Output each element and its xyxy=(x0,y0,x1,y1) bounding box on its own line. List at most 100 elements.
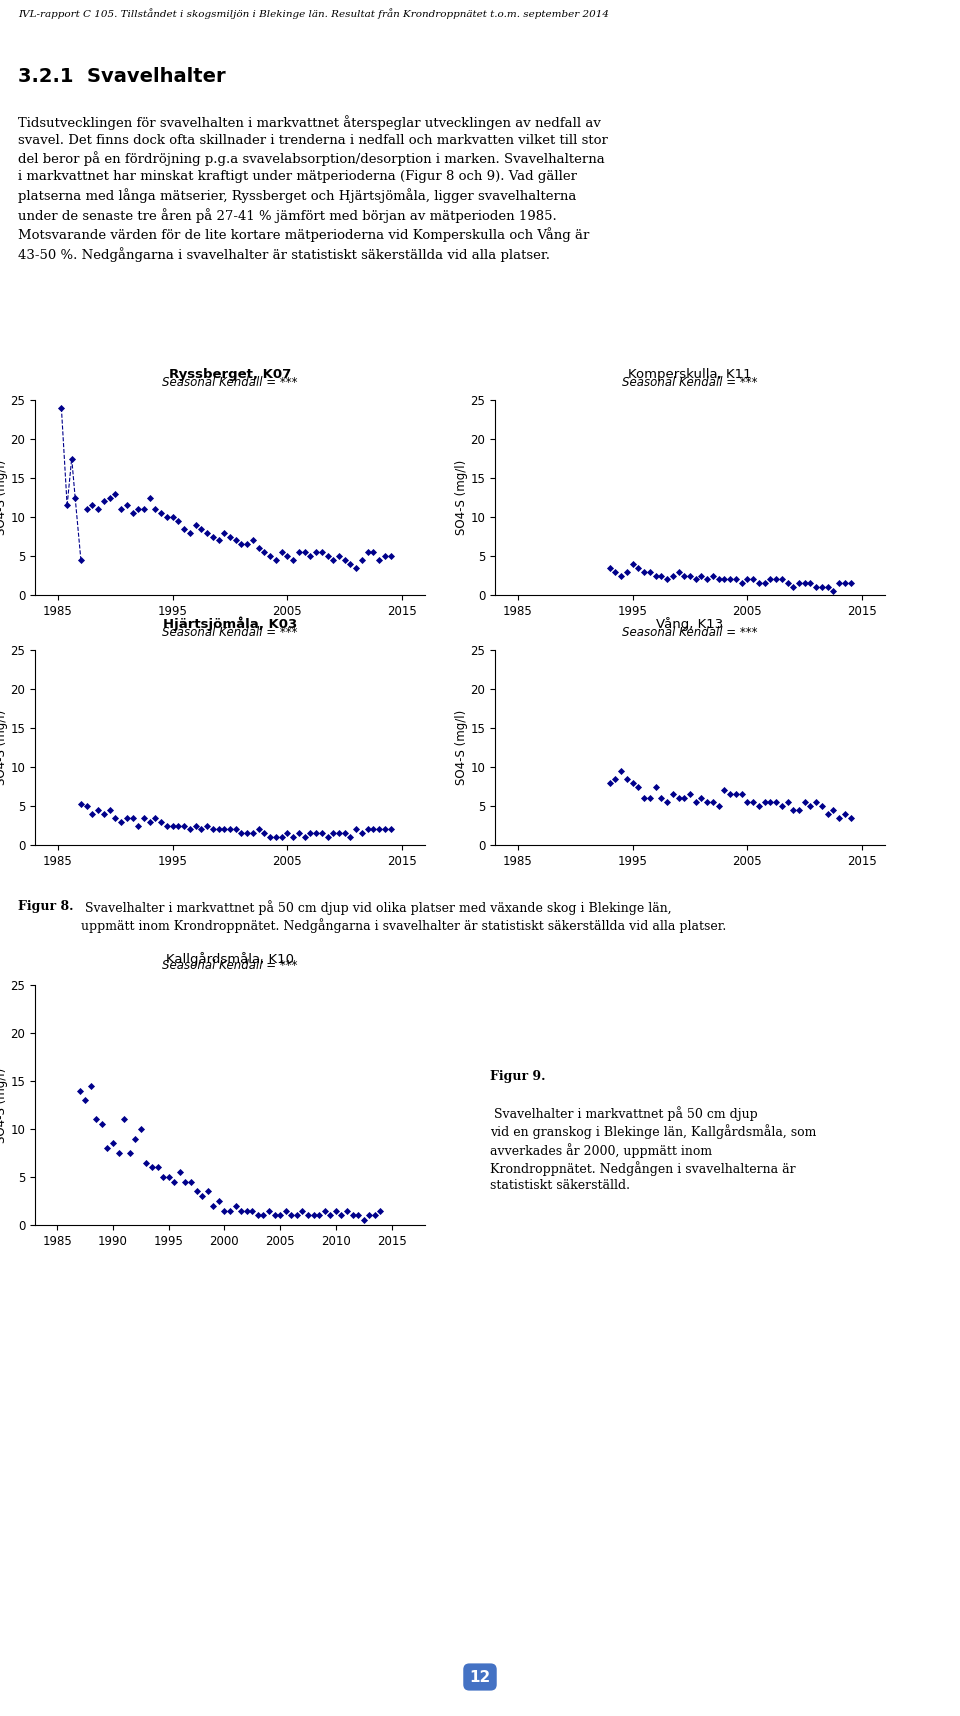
Point xyxy=(291,820,306,848)
Point xyxy=(234,820,250,848)
Point xyxy=(780,570,795,597)
Point xyxy=(843,805,858,832)
Point xyxy=(159,812,175,839)
Point xyxy=(808,788,824,815)
Text: Seasonal Kendall = ***: Seasonal Kendall = *** xyxy=(162,959,298,971)
Text: Svavelhalter i markvattnet på 50 cm djup vid olika platser med växande skog i Bl: Svavelhalter i markvattnet på 50 cm djup… xyxy=(81,899,726,934)
Point xyxy=(320,542,335,570)
Point xyxy=(785,796,801,824)
Point xyxy=(631,554,646,582)
Point xyxy=(167,1169,182,1196)
Point xyxy=(625,769,640,796)
Point xyxy=(84,800,100,827)
Point xyxy=(177,515,192,542)
Point xyxy=(274,824,289,851)
Point xyxy=(256,820,272,848)
Point xyxy=(177,812,192,839)
Point xyxy=(791,570,806,597)
Point xyxy=(642,558,658,585)
Text: IVL-rapport C 105. Tillståndet i skogsmiljön i Blekinge län. Resultat från Krond: IVL-rapport C 105. Tillståndet i skogsmi… xyxy=(18,9,609,19)
Point xyxy=(826,796,841,824)
Point xyxy=(194,815,209,843)
Point xyxy=(148,805,163,832)
Point xyxy=(217,815,232,843)
Point xyxy=(348,815,364,843)
Point xyxy=(791,796,806,824)
Point xyxy=(200,812,215,839)
Point xyxy=(636,558,652,585)
Point xyxy=(251,1201,266,1229)
Point xyxy=(211,815,227,843)
Point xyxy=(751,570,766,597)
Point xyxy=(383,815,398,843)
Point xyxy=(94,1110,109,1138)
Point xyxy=(619,558,635,585)
Point xyxy=(251,815,266,843)
Point xyxy=(334,1201,349,1229)
Point xyxy=(233,1196,249,1224)
Point xyxy=(367,1201,382,1229)
Point xyxy=(717,777,732,805)
Point xyxy=(73,546,88,573)
Point xyxy=(762,788,778,815)
Point xyxy=(348,554,364,582)
Point xyxy=(279,542,295,570)
Point xyxy=(142,484,157,511)
Point xyxy=(729,781,744,808)
Point xyxy=(182,815,198,843)
Text: Seasonal Kendall = ***: Seasonal Kendall = *** xyxy=(162,626,298,640)
Point xyxy=(694,784,709,812)
Point xyxy=(311,1201,326,1229)
Point xyxy=(245,527,260,554)
Point xyxy=(837,570,852,597)
Point xyxy=(325,820,341,848)
Point xyxy=(278,1196,294,1224)
Point xyxy=(171,508,186,535)
Point xyxy=(125,805,140,832)
Title: Kallgårdsmåla, K10: Kallgårdsmåla, K10 xyxy=(166,952,294,966)
Point xyxy=(831,570,847,597)
Point xyxy=(377,542,393,570)
Point xyxy=(323,1201,338,1229)
Point xyxy=(285,824,300,851)
Point xyxy=(205,815,221,843)
Text: Seasonal Kendall = ***: Seasonal Kendall = *** xyxy=(622,626,757,640)
Point xyxy=(223,1196,238,1224)
Point xyxy=(734,781,750,808)
Point xyxy=(256,539,272,566)
Point xyxy=(90,496,106,523)
Point xyxy=(262,542,277,570)
Point xyxy=(797,570,812,597)
Point xyxy=(182,518,198,546)
Point xyxy=(774,793,789,820)
Point xyxy=(295,1196,310,1224)
Point xyxy=(756,788,772,815)
Point xyxy=(372,815,387,843)
Point xyxy=(159,503,175,530)
Point xyxy=(360,539,375,566)
Point xyxy=(297,539,312,566)
Point xyxy=(136,496,152,523)
Point xyxy=(660,788,675,815)
Point xyxy=(102,796,117,824)
Point xyxy=(279,820,295,848)
Point xyxy=(317,1196,332,1224)
Y-axis label: SO4-S (mg/l): SO4-S (mg/l) xyxy=(455,460,468,535)
Point xyxy=(683,561,698,589)
Text: 3.2.1  Svavelhalter: 3.2.1 Svavelhalter xyxy=(18,67,226,86)
Point xyxy=(826,577,841,604)
Point xyxy=(108,805,123,832)
Point xyxy=(60,491,75,518)
Point xyxy=(677,561,692,589)
Point xyxy=(808,573,824,601)
Point xyxy=(343,551,358,578)
Point xyxy=(803,793,818,820)
Point xyxy=(366,539,381,566)
Point xyxy=(814,573,829,601)
Point xyxy=(67,484,83,511)
Point xyxy=(261,1196,276,1224)
Point xyxy=(183,1169,199,1196)
Y-axis label: SO4-S (mg/l): SO4-S (mg/l) xyxy=(455,710,468,786)
Y-axis label: SO4-S (mg/l): SO4-S (mg/l) xyxy=(0,710,8,786)
Point xyxy=(345,1201,360,1229)
